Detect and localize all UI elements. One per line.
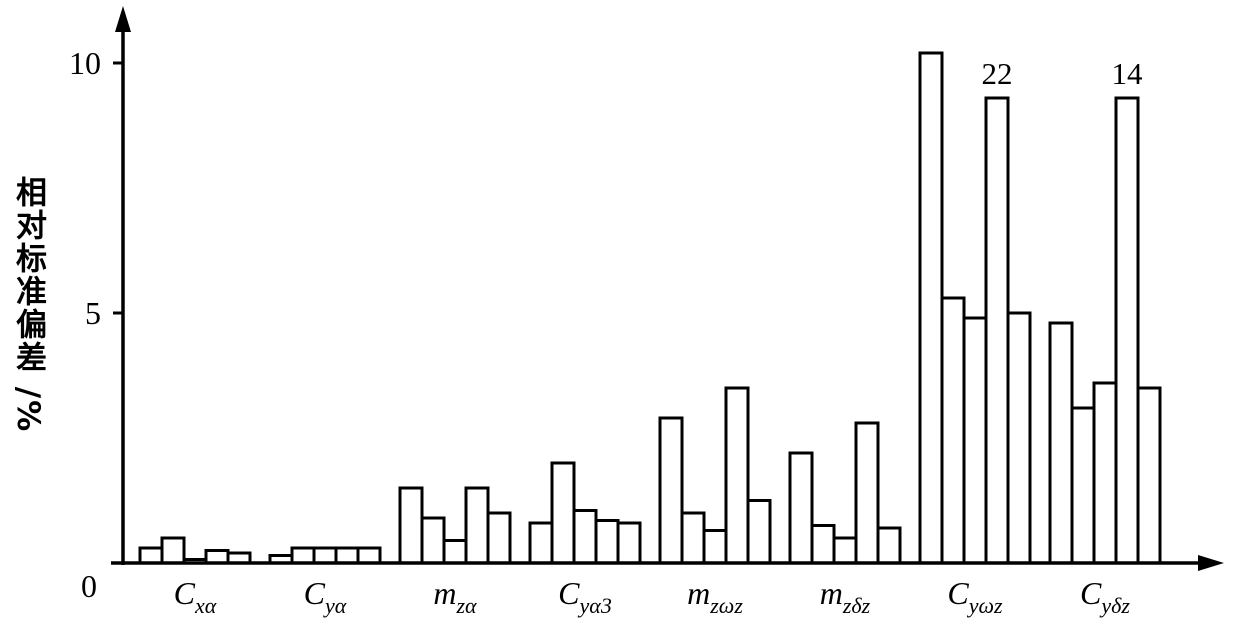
bar <box>550 461 576 565</box>
bar <box>616 521 642 565</box>
bar <box>356 546 382 565</box>
bar <box>420 516 446 565</box>
bar <box>962 316 988 565</box>
bar <box>940 296 966 565</box>
bar <box>1092 381 1118 565</box>
bar <box>290 546 316 565</box>
bar <box>724 386 750 565</box>
x-axis-arrowhead <box>1198 555 1224 571</box>
bar <box>312 546 338 565</box>
bar <box>398 486 424 565</box>
bar <box>334 546 360 565</box>
bar <box>138 546 164 565</box>
y-tick-label: 10 <box>69 45 101 81</box>
group-label: Cyδz <box>1080 575 1130 618</box>
group-label: mzδz <box>820 575 871 618</box>
group-label: Cyα3 <box>558 575 612 618</box>
bar-value-annotation: 22 <box>982 56 1013 91</box>
bar <box>1006 311 1032 565</box>
y-axis-arrowhead <box>115 6 131 32</box>
bar <box>810 524 836 565</box>
bar <box>572 509 598 565</box>
origin-label: 0 <box>81 568 97 604</box>
bar <box>1048 321 1074 565</box>
group-label: Cyα <box>304 575 347 618</box>
bar-value-annotation: 14 <box>1112 56 1144 91</box>
group-label: mzα <box>433 575 477 618</box>
bar <box>1136 386 1162 565</box>
group-label: mzωz <box>687 575 743 618</box>
bar <box>528 521 554 565</box>
bar <box>854 421 880 565</box>
bar <box>876 526 902 565</box>
bar <box>680 511 706 565</box>
bar <box>832 536 858 565</box>
bar <box>160 536 186 565</box>
bar <box>442 539 468 565</box>
bar <box>594 519 620 565</box>
y-axis-label: 相对标准偏差 /% <box>10 176 46 434</box>
y-tick-label: 5 <box>85 295 101 331</box>
group-label: Cyωz <box>947 575 1003 618</box>
bar <box>204 549 230 565</box>
group-label: Cxα <box>174 575 217 618</box>
bar <box>464 486 490 565</box>
bar <box>1114 96 1140 565</box>
bar <box>918 51 944 565</box>
bar <box>702 529 728 565</box>
bar <box>658 416 684 565</box>
bar <box>984 96 1010 565</box>
bar <box>746 499 772 565</box>
bar <box>788 451 814 565</box>
bar <box>486 511 512 565</box>
bar <box>1070 406 1096 565</box>
